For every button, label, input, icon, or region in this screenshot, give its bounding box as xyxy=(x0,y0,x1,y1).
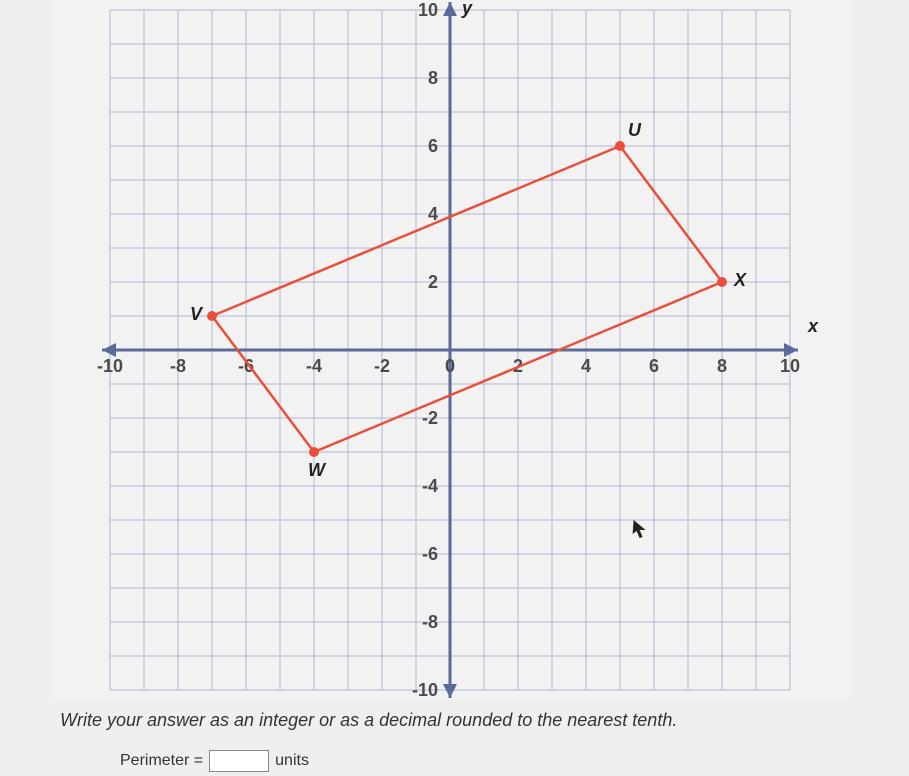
x-tick-label: 10 xyxy=(780,356,800,376)
cursor-icon xyxy=(633,520,646,538)
y-axis-label: y xyxy=(461,0,473,18)
x-tick-label: -10 xyxy=(97,356,123,376)
vertex-w xyxy=(309,447,319,457)
y-tick-label: 8 xyxy=(428,68,438,88)
units-label: units xyxy=(275,752,309,770)
coordinate-grid-svg: -10-8-6-4-20246810108642-2-4-6-8-10xyUXW… xyxy=(50,0,850,700)
perimeter-input[interactable] xyxy=(209,750,269,772)
vertex-label-x: X xyxy=(733,270,747,290)
vertex-x xyxy=(717,277,727,287)
y-tick-label: -4 xyxy=(422,476,438,496)
y-tick-label: 4 xyxy=(428,204,438,224)
vertex-u xyxy=(615,141,625,151)
x-tick-label: 4 xyxy=(581,356,591,376)
x-tick-label: -4 xyxy=(306,356,322,376)
coordinate-chart: -10-8-6-4-20246810108642-2-4-6-8-10xyUXW… xyxy=(50,0,850,700)
x-tick-label: -2 xyxy=(374,356,390,376)
y-axis-arrow-up xyxy=(443,2,457,16)
perimeter-label: Perimeter = xyxy=(120,752,203,770)
x-tick-label: -8 xyxy=(170,356,186,376)
y-tick-label: 6 xyxy=(428,136,438,156)
y-tick-label: 10 xyxy=(418,0,438,20)
instruction-text: Write your answer as an integer or as a … xyxy=(60,710,677,731)
y-tick-label: -10 xyxy=(412,680,438,700)
vertex-label-v: V xyxy=(190,304,204,324)
x-tick-label: 0 xyxy=(445,356,455,376)
x-axis-arrow-right xyxy=(784,343,798,357)
x-axis-arrow-left xyxy=(102,343,116,357)
x-tick-label: 6 xyxy=(649,356,659,376)
x-tick-label: -6 xyxy=(238,356,254,376)
y-tick-label: -2 xyxy=(422,408,438,428)
y-tick-label: -6 xyxy=(422,544,438,564)
answer-row: Perimeter = units xyxy=(120,750,309,772)
y-axis-arrow-down xyxy=(443,684,457,698)
x-axis-label: x xyxy=(807,316,819,336)
x-tick-label: 8 xyxy=(717,356,727,376)
shape-polygon xyxy=(212,146,722,452)
vertex-label-w: W xyxy=(308,460,327,480)
y-tick-label: 2 xyxy=(428,272,438,292)
vertex-v xyxy=(207,311,217,321)
vertex-label-u: U xyxy=(628,120,642,140)
y-tick-label: -8 xyxy=(422,612,438,632)
